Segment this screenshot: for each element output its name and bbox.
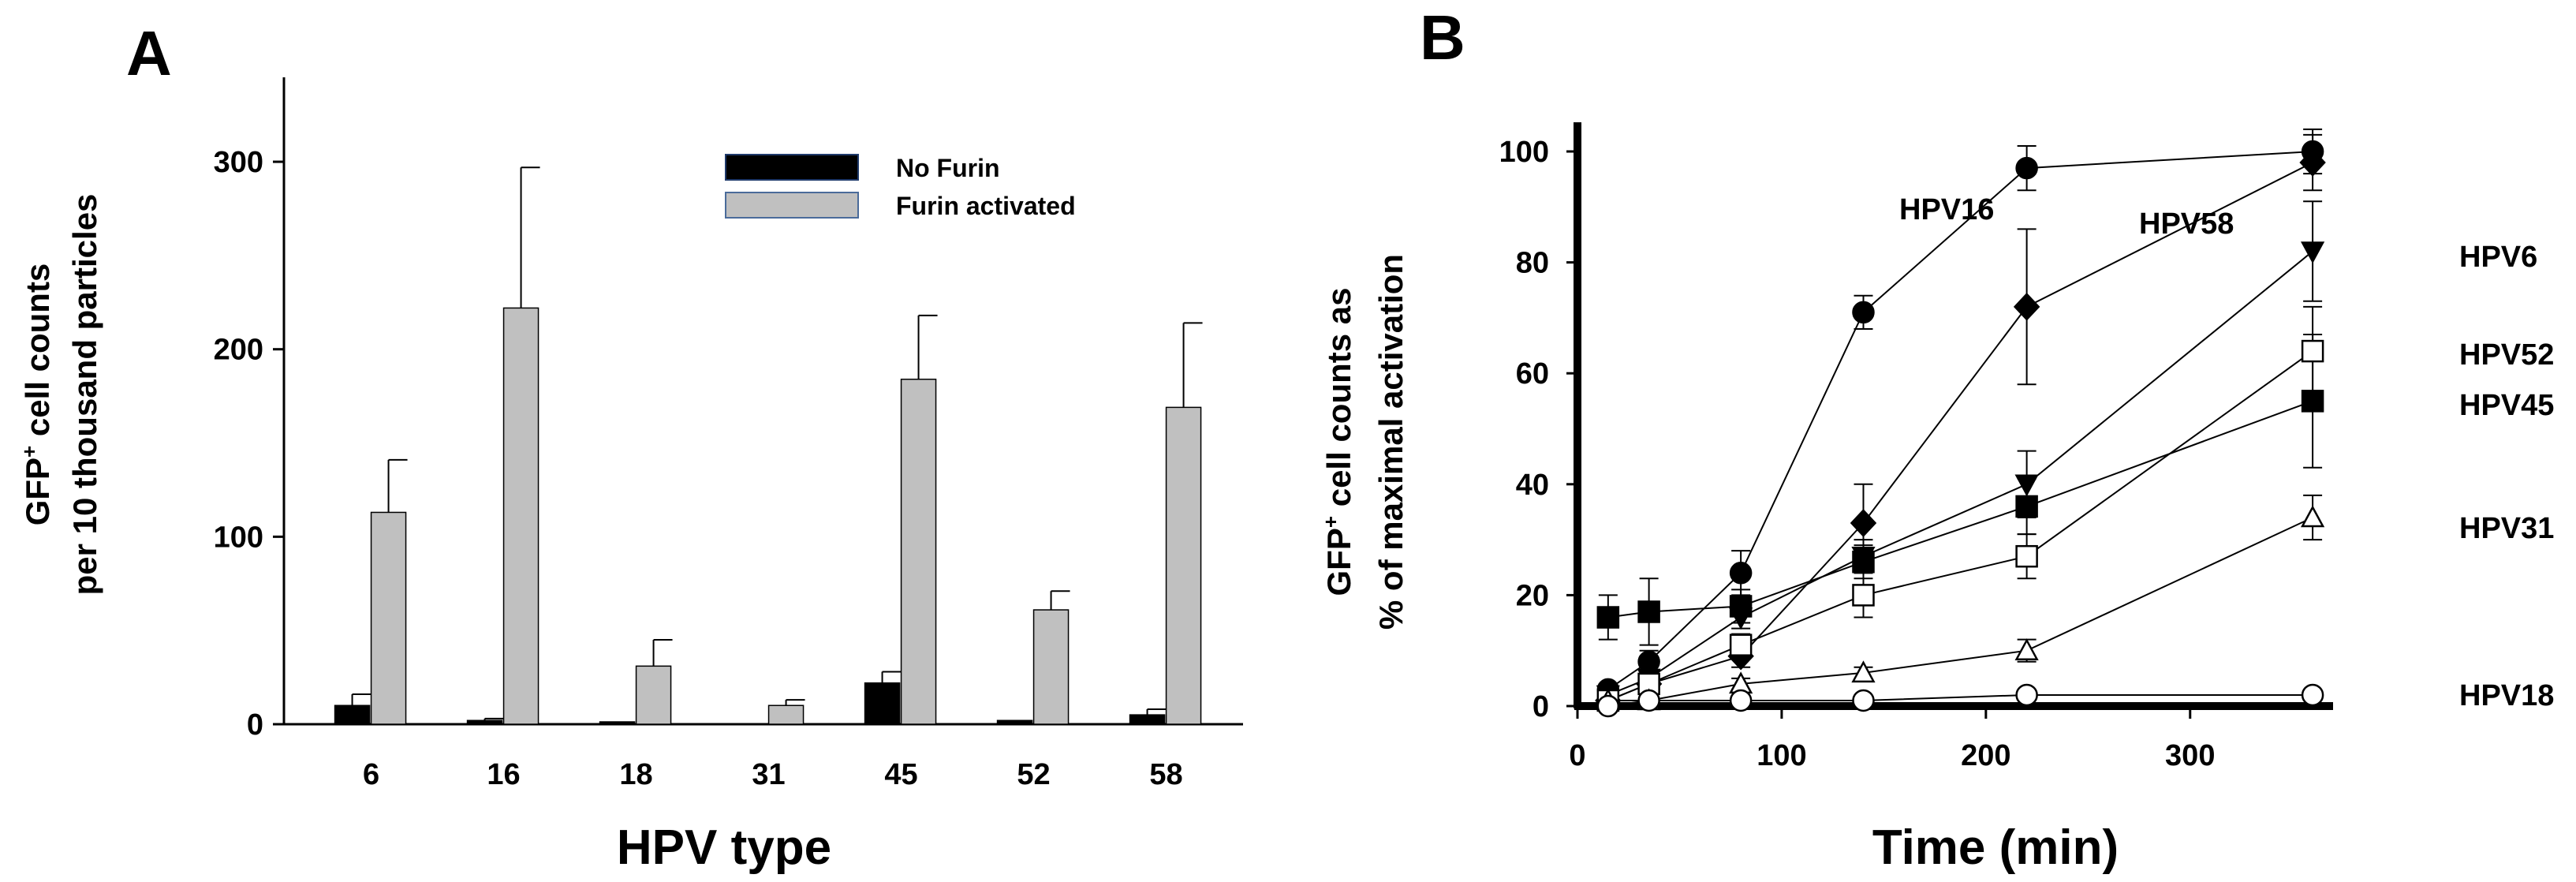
bar-furin-activated-hpv52 bbox=[1032, 609, 1070, 725]
panel-a-x-tick-label: 45 bbox=[884, 758, 917, 791]
panel-b-x-tick-label: 0 bbox=[1569, 739, 1585, 772]
marker-hpv45 bbox=[2015, 495, 2038, 518]
marker-hpv52 bbox=[1852, 584, 1875, 607]
bar-furin-activated-hpv18 bbox=[635, 665, 672, 725]
series-label-hpv16: HPV16 bbox=[1899, 193, 1994, 226]
marker-hpv31 bbox=[2301, 505, 2325, 528]
panel-a-y-axis-title: GFP+ cell counts per 10 thousand particl… bbox=[17, 194, 103, 596]
series-line-hpv6 bbox=[1607, 250, 2313, 696]
panel-b-series bbox=[1595, 128, 2326, 718]
panel-b-y-tick-label: 60 bbox=[1516, 357, 1549, 391]
panel-a-x-tick-label: 18 bbox=[619, 758, 652, 791]
panel-a-y-title-line1: GFP+ cell counts bbox=[17, 263, 56, 526]
series-label-hpv18: HPV18 bbox=[2459, 679, 2554, 712]
panel-a-y-tick-label: 100 bbox=[214, 521, 263, 554]
marker-hpv18 bbox=[1637, 689, 1660, 712]
panel-a-x-tick-label: 6 bbox=[363, 758, 379, 791]
marker-hpv18 bbox=[1596, 694, 1620, 718]
panel-b-x-tick-label: 100 bbox=[1757, 739, 1806, 772]
panel-b-y-tick-label: 20 bbox=[1516, 579, 1549, 612]
panel-b-y-ticks: 0 20 40 60 80 100 bbox=[1499, 136, 1577, 723]
panel-b-x-axis-title: Time (min) bbox=[1872, 820, 2119, 875]
panel-b-y-tick-label: 100 bbox=[1499, 136, 1549, 169]
marker-hpv18 bbox=[2015, 683, 2038, 707]
bar-furin-activated-hpv16 bbox=[502, 307, 539, 725]
series-label-hpv58: HPV58 bbox=[2139, 207, 2234, 241]
marker-hpv45 bbox=[1852, 550, 1875, 574]
legend-label-no-furin: No Furin bbox=[896, 154, 1000, 182]
bar-furin-activated-hpv58 bbox=[1165, 406, 1202, 725]
panel-b: B GFP+ cell counts as % of maximal activ… bbox=[1319, 2, 2554, 875]
marker-hpv31 bbox=[1851, 660, 1876, 683]
marker-hpv6 bbox=[2014, 474, 2039, 497]
bar-furin-activated-hpv6 bbox=[370, 511, 407, 725]
bar-no-furin-hpv6 bbox=[334, 704, 371, 725]
panel-a-x-ticks: 6 16 18 31 45 52 58 bbox=[363, 758, 1183, 791]
panel-a-legend: No Furin Furin activated bbox=[725, 154, 1076, 220]
panel-a-y-tick-label: 200 bbox=[214, 334, 263, 367]
marker-hpv18 bbox=[1729, 689, 1753, 712]
bar-no-furin-hpv58 bbox=[1129, 714, 1166, 725]
panel-b-label: B bbox=[1420, 2, 1465, 73]
marker-hpv58 bbox=[2013, 293, 2040, 321]
marker-hpv52 bbox=[1729, 633, 1753, 656]
marker-hpv16 bbox=[2015, 156, 2038, 180]
series-label-hpv31: HPV31 bbox=[2459, 512, 2554, 545]
legend-swatch-no-furin bbox=[725, 154, 859, 181]
panel-a-bars bbox=[334, 166, 1203, 725]
marker-hpv52 bbox=[2301, 339, 2324, 363]
panel-a-y-tick-label: 0 bbox=[247, 708, 263, 742]
marker-hpv16 bbox=[1729, 562, 1753, 585]
series-line-hpv52 bbox=[1607, 350, 2313, 701]
panel-a-y-ticks: 0 100 200 300 bbox=[214, 146, 284, 742]
marker-hpv58 bbox=[2299, 148, 2326, 177]
bar-furin-activated-hpv45 bbox=[900, 378, 937, 725]
panel-a-y-title-line2: per 10 thousand particles bbox=[66, 194, 103, 596]
panel-b-y-tick-label: 0 bbox=[1533, 690, 1549, 723]
bar-no-furin-hpv45 bbox=[864, 682, 901, 725]
marker-hpv45 bbox=[2301, 390, 2324, 413]
panel-b-x-tick-label: 300 bbox=[2165, 739, 2215, 772]
series-line-hpv45 bbox=[1607, 400, 2313, 619]
panel-a: A GFP+ cell counts per 10 thousand parti… bbox=[17, 18, 1243, 875]
panel-a-y-tick-label: 300 bbox=[214, 146, 263, 179]
series-label-hpv52: HPV52 bbox=[2459, 338, 2554, 372]
panel-a-x-tick-label: 52 bbox=[1017, 758, 1050, 791]
marker-hpv18 bbox=[1852, 689, 1875, 712]
series-line-hpv58 bbox=[1607, 162, 2313, 701]
panel-a-x-tick-label: 16 bbox=[487, 758, 520, 791]
bar-furin-activated-hpv31 bbox=[767, 704, 805, 725]
panel-a-x-tick-label: 31 bbox=[752, 758, 785, 791]
panel-a-x-axis-title: HPV type bbox=[617, 820, 831, 875]
panel-a-label: A bbox=[126, 18, 172, 88]
series-label-hpv6: HPV6 bbox=[2459, 241, 2537, 274]
panel-b-x-tick-label: 200 bbox=[1961, 739, 2010, 772]
panel-b-x-ticks: 0 100 200 300 bbox=[1569, 706, 2215, 772]
series-label-hpv45: HPV45 bbox=[2459, 389, 2554, 422]
marker-hpv52 bbox=[2015, 544, 2038, 568]
panel-b-y-title-line2: % of maximal activation bbox=[1372, 254, 1409, 630]
marker-hpv58 bbox=[1850, 509, 1877, 537]
series-line-hpv31 bbox=[1607, 517, 2313, 701]
bar-no-furin-hpv16 bbox=[466, 719, 503, 725]
bar-no-furin-hpv18 bbox=[599, 721, 636, 725]
panel-a-x-tick-label: 58 bbox=[1149, 758, 1182, 791]
marker-hpv31 bbox=[2014, 638, 2039, 660]
marker-hpv16 bbox=[1852, 301, 1875, 324]
panel-b-y-tick-label: 80 bbox=[1516, 247, 1549, 280]
panel-b-y-title-line1: GFP+ cell counts as bbox=[1319, 288, 1357, 596]
legend-label-furin-activated: Furin activated bbox=[896, 192, 1076, 220]
legend-swatch-furin-activated bbox=[725, 192, 859, 219]
bar-no-furin-hpv52 bbox=[996, 719, 1033, 725]
panel-b-y-tick-label: 40 bbox=[1516, 469, 1549, 502]
marker-hpv45 bbox=[1596, 606, 1620, 629]
panel-b-y-axis-title: GFP+ cell counts as % of maximal activat… bbox=[1319, 254, 1409, 630]
marker-hpv45 bbox=[1729, 595, 1753, 618]
marker-hpv18 bbox=[2301, 683, 2324, 707]
marker-hpv6 bbox=[2301, 241, 2325, 264]
marker-hpv45 bbox=[1637, 600, 1660, 623]
